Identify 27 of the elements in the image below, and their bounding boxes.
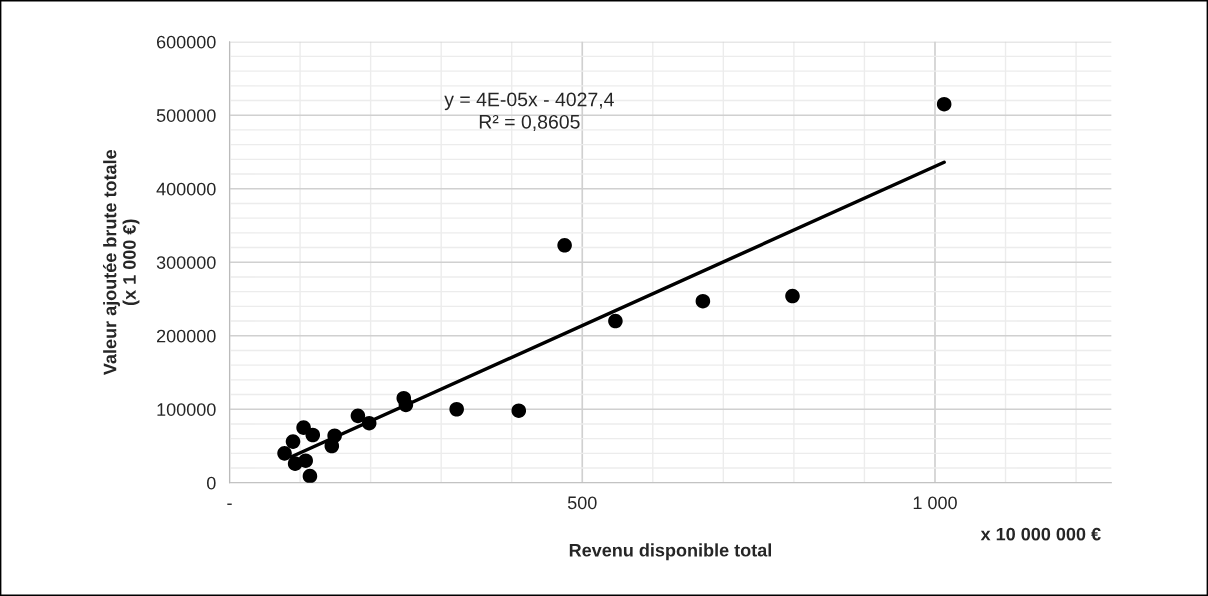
point: [511, 403, 527, 419]
point: [277, 446, 292, 461]
point: [285, 434, 301, 449]
x-tick-label: 1 000: [913, 496, 957, 510]
point: [305, 427, 321, 443]
point: [302, 468, 318, 483]
x-tick-label: -: [227, 503, 232, 505]
point: [608, 313, 623, 329]
x-axis-title: Revenu disponible total: [569, 543, 771, 561]
point: [695, 293, 711, 309]
point: [350, 408, 366, 424]
text: x 10 000 000 €: [980, 527, 1101, 541]
y-tick-label: 400000: [156, 182, 216, 196]
y-tick-label: 100000: [157, 403, 216, 416]
point: [785, 288, 800, 304]
point: [298, 453, 313, 468]
y-tick-label: 300000: [156, 256, 216, 269]
x-tick-label: 500: [567, 496, 597, 510]
y-tick-label: 500000: [156, 109, 216, 122]
point: [936, 96, 952, 112]
y-tick-label: 200000: [156, 329, 216, 343]
point: [449, 401, 464, 417]
y-axis-title: Valeur ajoutée brute totale (x 1 000 €): [102, 149, 140, 375]
y-tick-label: 600000: [157, 35, 216, 49]
point: [557, 238, 572, 253]
annotation: y = 4E-05x - 4027,4 R² = 0,8605: [444, 92, 614, 131]
y-tick-label: 0: [206, 476, 216, 490]
